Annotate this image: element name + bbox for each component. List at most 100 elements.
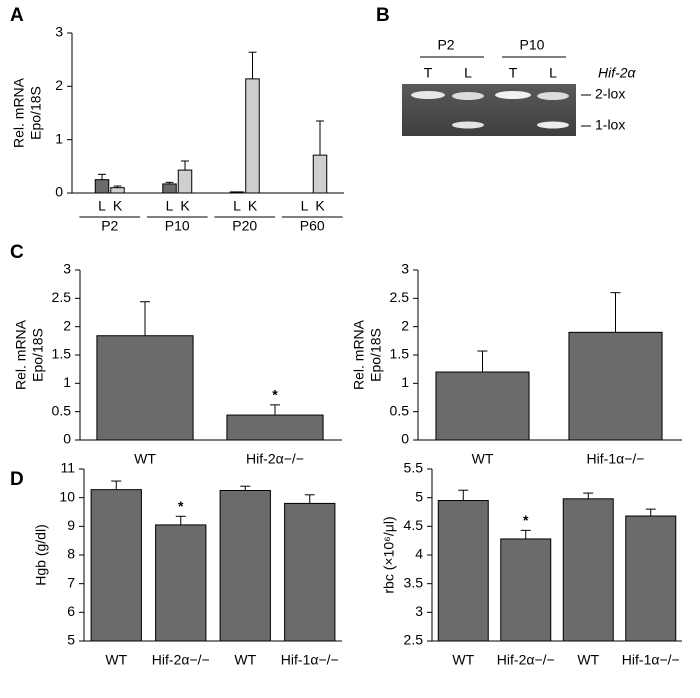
gel-gene: Hif-2α <box>598 65 637 81</box>
bar <box>90 489 142 642</box>
y-tick-label: 0 <box>63 431 71 447</box>
gel-band <box>537 92 569 100</box>
bar <box>96 335 194 441</box>
x-tick-label: Hif-1α−/− <box>281 652 339 668</box>
y-tick-label: 3.5 <box>404 574 424 590</box>
bar <box>245 78 260 194</box>
y-tick-label: 2.5 <box>390 289 410 305</box>
gel-band-label: 2-lox <box>595 86 625 102</box>
annotation: * <box>178 498 184 514</box>
y-tick-label: 1 <box>55 130 63 146</box>
y-tick-label: 9 <box>67 517 75 533</box>
bar <box>219 490 271 642</box>
x-tick-label: WT <box>577 652 599 668</box>
bar <box>500 538 552 642</box>
y-axis-label: Rel. mRNAEpo/18S <box>12 319 45 390</box>
x-tick-label: WT <box>105 652 127 668</box>
gel-group: P2 <box>437 37 454 53</box>
y-axis-label: rbc (×10⁶/μl) <box>381 516 397 593</box>
x-tick-label: WT <box>134 451 156 467</box>
y-tick-label: 1 <box>63 374 71 390</box>
y-tick-label: 3 <box>63 261 71 277</box>
gel-lane: T <box>424 65 433 81</box>
bar <box>437 500 489 642</box>
x-tick-label: P2 <box>101 218 118 234</box>
bar <box>155 524 207 642</box>
x-tick-label: WT <box>472 451 494 467</box>
gel-band <box>452 121 484 129</box>
y-tick-label: 0 <box>55 184 63 200</box>
bar <box>94 179 110 194</box>
gel-band-label: 1-lox <box>595 117 625 133</box>
y-tick-label: 2 <box>55 77 63 93</box>
y-tick-label: 0.5 <box>390 402 410 418</box>
panel-label: D <box>10 469 24 490</box>
x-tick-label: WT <box>234 652 256 668</box>
x-tick-label: Hif-2α−/− <box>246 451 304 467</box>
bar <box>177 169 193 194</box>
y-tick-label: 3 <box>401 261 409 277</box>
x-tick-label: P60 <box>300 218 325 234</box>
bar <box>162 183 177 194</box>
y-axis-label: Rel. mRNAEpo/18S <box>350 319 383 390</box>
y-tick-label: 7 <box>67 574 75 590</box>
bar <box>284 502 336 642</box>
series-label: L <box>166 198 174 214</box>
x-tick-label: WT <box>452 652 474 668</box>
y-tick-label: 0.5 <box>52 402 72 418</box>
x-tick-label: Hif-2α−/− <box>497 652 555 668</box>
series-label: L <box>233 198 241 214</box>
gel-lane: L <box>464 65 472 81</box>
bar <box>226 414 324 441</box>
bar <box>435 371 530 441</box>
gel-group: P10 <box>520 37 545 53</box>
panel-label: C <box>10 242 24 263</box>
y-tick-label: 4 <box>415 546 423 562</box>
panel-label: B <box>376 5 390 26</box>
gel-lane: L <box>549 65 557 81</box>
gel-band <box>495 91 531 99</box>
y-axis-label: Hgb (g/dl) <box>33 524 49 585</box>
y-tick-label: 5.5 <box>404 460 424 476</box>
y-tick-label: 1.5 <box>52 346 72 362</box>
y-tick-label: 2.5 <box>52 289 72 305</box>
y-tick-label: 3 <box>415 603 423 619</box>
annotation: * <box>272 387 278 403</box>
y-axis-label: Rel. mRNAEpo/18S <box>10 77 43 148</box>
series-label: K <box>113 198 123 214</box>
y-tick-label: 4.5 <box>404 517 424 533</box>
y-tick-label: 1 <box>401 374 409 390</box>
y-tick-label: 2 <box>401 317 409 333</box>
series-label: L <box>98 198 106 214</box>
y-tick-label: 11 <box>60 460 75 476</box>
y-tick-label: 2 <box>63 317 71 333</box>
y-tick-label: 2.5 <box>404 632 424 648</box>
y-tick-label: 1.5 <box>390 346 410 362</box>
gel-band <box>411 91 445 99</box>
gel-lane: T <box>509 65 518 81</box>
x-tick-label: Hif-2α−/− <box>152 652 210 668</box>
x-tick-label: P20 <box>232 218 257 234</box>
y-tick-label: 0 <box>401 431 409 447</box>
panel-label: A <box>10 5 24 26</box>
y-tick-label: 5 <box>67 632 75 648</box>
series-label: K <box>180 198 190 214</box>
y-tick-label: 10 <box>59 488 75 504</box>
bar <box>312 154 328 194</box>
y-tick-label: 5 <box>415 488 423 504</box>
bar <box>625 515 677 642</box>
bar <box>562 498 614 642</box>
annotation: * <box>523 512 529 528</box>
series-label: L <box>301 198 309 214</box>
x-tick-label: Hif-1α−/− <box>622 652 680 668</box>
series-label: K <box>248 198 258 214</box>
x-tick-label: Hif-1α−/− <box>587 451 645 467</box>
y-tick-label: 6 <box>67 603 75 619</box>
y-tick-label: 3 <box>55 24 63 40</box>
x-tick-label: P10 <box>165 218 190 234</box>
gel-band <box>537 121 569 129</box>
y-tick-label: 8 <box>67 546 75 562</box>
bar <box>568 331 663 441</box>
gel-band <box>452 92 484 100</box>
